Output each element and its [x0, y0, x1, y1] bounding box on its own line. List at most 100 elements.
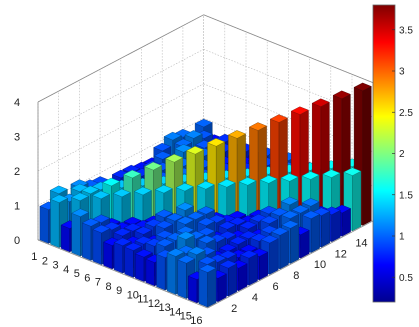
bar-face	[82, 222, 92, 261]
colorbar-tick-label: 2	[399, 149, 405, 160]
bar-face	[123, 223, 142, 232]
colorbar-tick-label: 3.5	[399, 25, 413, 36]
z-tick-label: 4	[14, 97, 20, 109]
x-tick-label: 16	[190, 315, 202, 327]
y-tick-label: 10	[314, 259, 326, 271]
bar-face	[184, 130, 203, 139]
bar-face	[124, 246, 134, 278]
bar-face	[290, 106, 309, 115]
bar-face	[352, 170, 362, 232]
bar-face	[156, 253, 166, 291]
axis-line	[203, 14, 374, 84]
bar-face	[166, 252, 177, 295]
bar-face	[134, 249, 153, 258]
bar-face	[113, 242, 124, 274]
x-tick-label: 9	[116, 285, 122, 297]
bar-face	[112, 188, 131, 198]
bar-face	[92, 229, 102, 265]
bar-face	[71, 208, 90, 217]
bar-face	[60, 224, 71, 253]
bar-face	[155, 220, 174, 229]
bar-face	[331, 209, 341, 243]
bar-face	[228, 263, 238, 297]
bar-face	[218, 243, 237, 253]
bar-face	[239, 250, 258, 259]
bar-face	[259, 175, 278, 184]
bar-face	[248, 253, 258, 286]
bar-face	[301, 210, 321, 220]
axis-line	[207, 220, 374, 309]
bar-face	[207, 138, 226, 147]
y-tick-label: 14	[355, 237, 367, 249]
bar-face	[163, 131, 182, 141]
x-tick-label: 12	[148, 298, 160, 310]
y-tick-label: 2	[231, 303, 237, 315]
bar-face	[50, 194, 69, 203]
bar-face	[81, 218, 100, 227]
grid-line	[37, 83, 204, 172]
bar-face	[135, 253, 145, 282]
bar-face	[176, 231, 195, 240]
bar-face	[321, 210, 331, 248]
bar-face	[198, 256, 217, 265]
bar-face	[343, 167, 362, 176]
bar-face	[218, 250, 237, 259]
bar-face	[153, 151, 172, 160]
bar-face	[113, 227, 132, 237]
colorbar-tick-label: 0.5	[399, 273, 413, 284]
bar-face	[166, 248, 185, 257]
colorbar-gradient	[372, 4, 396, 303]
bar-face	[218, 221, 237, 230]
bar-face	[124, 242, 143, 251]
bar-face	[290, 223, 300, 264]
bar-face	[301, 171, 320, 180]
bar-face	[176, 216, 195, 225]
x-tick-label: 3	[53, 260, 59, 272]
bar-face	[280, 173, 299, 182]
bar-face	[228, 216, 247, 226]
colorbar: 0.5 1 1.5 2 2.5 3 3.5	[372, 4, 413, 303]
bar-face	[341, 208, 351, 237]
bar-face	[280, 210, 300, 219]
bar-face	[196, 180, 215, 190]
bar-face	[197, 217, 216, 227]
bar-face	[198, 268, 208, 308]
bar-face	[238, 177, 257, 186]
bar-face	[113, 237, 132, 247]
bar-face	[186, 211, 205, 220]
bar-face	[217, 273, 227, 303]
bar-face	[187, 246, 206, 256]
bar-face	[92, 224, 111, 234]
bar-face	[165, 153, 184, 163]
bar-face	[175, 182, 194, 192]
bar-face	[227, 130, 247, 139]
bar-face	[311, 98, 330, 107]
bar-face	[155, 238, 174, 247]
bar-face	[291, 204, 310, 214]
bar-face	[228, 236, 248, 245]
bar-face	[281, 220, 300, 229]
y-tick-label: 6	[273, 281, 279, 293]
bar-face	[177, 259, 187, 299]
bar-face	[219, 259, 238, 269]
bar-face	[155, 209, 174, 218]
z-tick-label: 0	[14, 235, 20, 247]
bar-face	[280, 196, 299, 206]
bar	[198, 264, 217, 308]
bar-face	[91, 190, 111, 200]
bar-face	[50, 198, 60, 248]
z-tick-label: 3	[14, 132, 20, 144]
colorbar-tick-label: 3	[399, 67, 405, 78]
bar-face	[39, 206, 49, 244]
bar-face	[270, 207, 289, 217]
bar-face	[259, 251, 268, 281]
bar-face	[239, 220, 258, 230]
bar-face	[198, 264, 217, 273]
x-tick-label: 1	[31, 251, 37, 263]
x-tick-label: 8	[106, 281, 112, 293]
z-tick-label: 2	[14, 166, 20, 178]
bar-face	[133, 186, 152, 196]
bar-face	[177, 255, 196, 264]
bar-face	[217, 179, 236, 188]
